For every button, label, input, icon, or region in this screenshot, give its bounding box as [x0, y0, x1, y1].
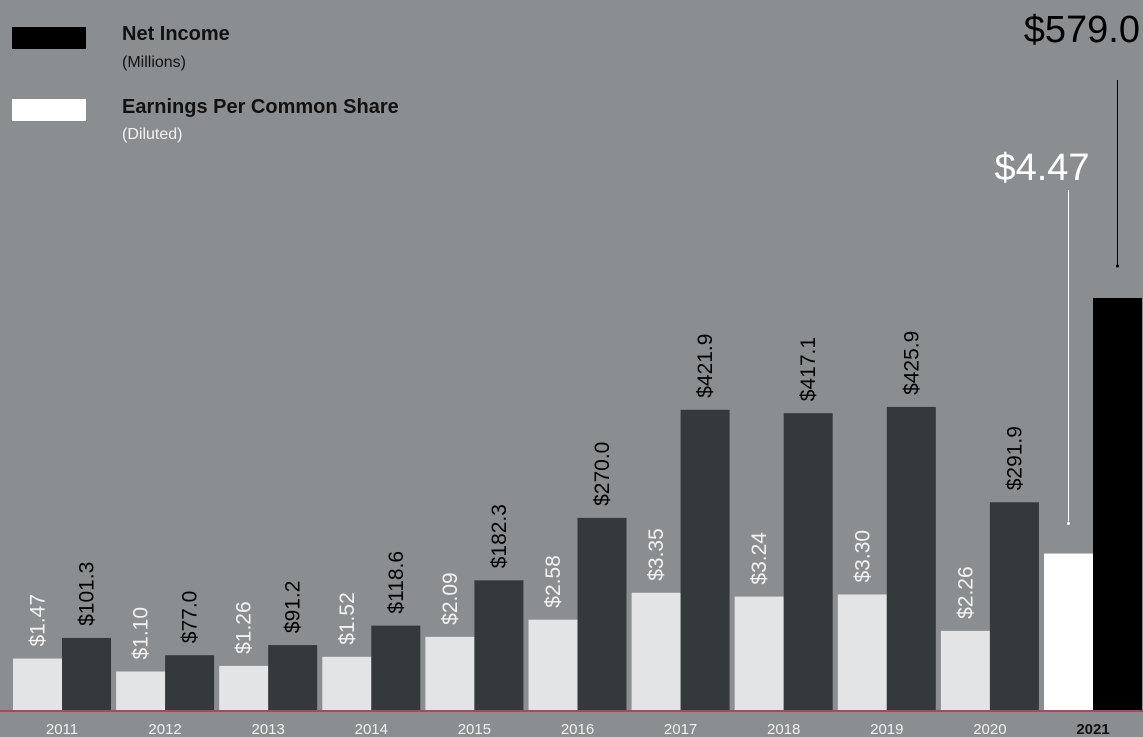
eps-bar-2021: [1044, 553, 1093, 710]
eps-value-label-2015: $2.09: [439, 572, 462, 625]
eps-bar-2016: [528, 619, 578, 710]
x-tick-label-2017: 2017: [664, 721, 697, 737]
x-tick-label-2012: 2012: [148, 721, 181, 737]
net-income-value-label-2020: $291.9: [1003, 426, 1026, 490]
eps-bar-2020: [940, 630, 990, 710]
eps-value-label-2011: $1.47: [27, 594, 50, 647]
eps-value-label-2021: $4.47: [994, 147, 1089, 189]
x-tick-label-2014: 2014: [355, 721, 388, 737]
net-income-bar-2013: [268, 645, 318, 710]
eps-bar-2014: [322, 656, 372, 710]
net-income-bar-2017: [680, 409, 730, 710]
net-income-bar-2015: [474, 580, 524, 710]
net-income-bar-2018: [783, 413, 833, 710]
net-income-leader-dot-2021: [1116, 264, 1119, 268]
x-tick-label-2013: 2013: [252, 721, 285, 737]
net-income-bar-2020: [989, 502, 1039, 710]
x-tick-label-2015: 2015: [458, 721, 491, 737]
eps-bar-2013: [219, 665, 269, 710]
net-income-value-label-2015: $182.3: [488, 504, 511, 568]
eps-value-label-2020: $2.26: [954, 566, 977, 619]
net-income-value-label-2014: $118.6: [385, 551, 408, 614]
eps-bar-2017: [631, 592, 681, 710]
eps-value-label-2016: $2.58: [542, 555, 565, 608]
net-income-legend-subtitle: (Millions): [122, 54, 186, 71]
eps-leader-dot-2021: [1067, 522, 1070, 526]
net-income-value-label-2019: $425.9: [900, 331, 923, 395]
net-income-value-label-2011: $101.3: [76, 562, 99, 626]
eps-legend-subtitle: (Diluted): [122, 126, 183, 143]
eps-legend-swatch: [12, 99, 86, 121]
net-income-value-label-2012: $77.0: [179, 591, 202, 644]
net-income-bar-2016: [577, 517, 627, 710]
eps-value-label-2013: $1.26: [233, 601, 256, 654]
x-tick-label-2020: 2020: [973, 721, 1006, 737]
x-tick-label-2011: 2011: [46, 721, 78, 737]
eps-bar-2015: [425, 636, 475, 710]
net-income-legend-title: Net Income: [122, 23, 230, 45]
x-tick-label-2018: 2018: [767, 721, 800, 737]
x-tick-label-2021: 2021: [1076, 721, 1109, 737]
net-income-value-label-2021: $579.0: [1024, 9, 1140, 51]
x-tick-label-2019: 2019: [870, 721, 903, 737]
eps-value-label-2018: $3.24: [748, 532, 771, 585]
net-income-bar-2012: [165, 655, 215, 710]
eps-value-label-2014: $1.52: [336, 592, 359, 645]
eps-value-label-2019: $3.30: [851, 530, 874, 583]
x-tick-label-2016: 2016: [561, 721, 594, 737]
eps-bar-2018: [734, 596, 784, 710]
eps-legend-title: Earnings Per Common Share: [122, 96, 399, 118]
net-income-bar-2019: [886, 406, 936, 710]
net-income-value-label-2018: $417.1: [797, 337, 820, 401]
net-income-bar-2021: [1093, 297, 1142, 710]
eps-bar-2011: [13, 658, 62, 710]
eps-bar-2012: [116, 671, 166, 710]
net-income-bar-2011: [62, 637, 111, 710]
eps-value-label-2012: $1.10: [130, 607, 153, 660]
net-income-value-label-2017: $421.9: [694, 334, 717, 398]
net-income-value-label-2016: $270.0: [591, 442, 614, 506]
net-income-value-label-2013: $91.2: [282, 581, 305, 634]
net-income-bar-2014: [371, 625, 421, 710]
eps-value-label-2017: $3.35: [645, 528, 668, 581]
net-income-legend-swatch: [12, 27, 86, 49]
eps-bar-2019: [837, 594, 887, 710]
